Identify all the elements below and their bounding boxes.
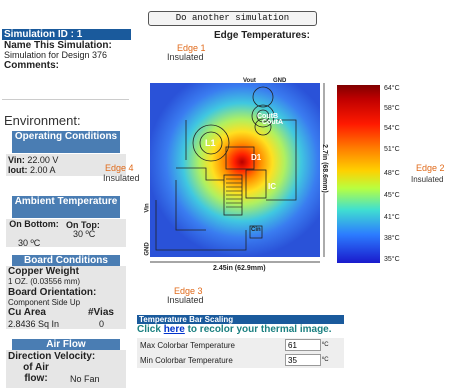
board-orientation-value: Component Side Up: [8, 298, 81, 307]
operating-conditions-header: Operating Conditions: [12, 131, 120, 153]
name-label: Name This Simulation:: [4, 40, 112, 51]
l1-label: L1: [205, 138, 216, 148]
inductor-l1: [192, 124, 230, 162]
colorbar-tick: 64°C: [384, 85, 400, 92]
edge3-name: Edge 3: [174, 286, 203, 296]
colorbar-tick: 58°C: [384, 105, 400, 112]
edge3-value: Insulated: [167, 295, 204, 305]
min-colorbar-label: Min Colorbar Temperature: [140, 356, 233, 365]
diode-d1: [225, 146, 255, 170]
vias-value: 0: [99, 319, 105, 329]
capacitor-coutb-inner: [256, 109, 270, 123]
edge2-name: Edge 2: [416, 163, 445, 173]
d1-label: D1: [251, 153, 262, 162]
iout-value: 2.00 A: [30, 165, 56, 175]
trace-4: [266, 119, 297, 201]
capacitor-cin: [249, 225, 263, 239]
vin-value: 22.00 V: [27, 155, 59, 165]
air-flow-value: No Fan: [70, 374, 100, 384]
chip-ic: [245, 169, 267, 199]
inductor-l1-inner: [199, 131, 223, 155]
recolor-instruction: Click here to recolor your thermal image…: [137, 324, 332, 335]
simulation-id-header: Simulation ID : 1: [2, 29, 131, 40]
dimension-vertical-label: 2.7in (68.6mm): [320, 144, 328, 193]
name-value: Simulation for Design 376: [4, 50, 108, 60]
ic-label: IC: [268, 182, 276, 191]
vias-label: #Vias: [88, 307, 114, 318]
colorbar-tick: 41°C: [384, 214, 400, 221]
edge1-name: Edge 1: [177, 43, 206, 53]
edge4-value: Insulated: [103, 173, 140, 183]
vout-label: Vout: [243, 78, 256, 84]
colorbar-tick: 51°C: [384, 146, 400, 153]
environment-title: Environment:: [4, 113, 81, 128]
direction-velocity-label: Direction Velocity:: [8, 351, 96, 362]
simulation-info: Name This Simulation: Simulation for Des…: [4, 40, 128, 71]
gnd-top-label: GND: [273, 78, 287, 84]
couta-label: CoutA: [262, 119, 283, 126]
max-colorbar-label: Max Colorbar Temperature: [140, 341, 236, 350]
trace-2: [175, 180, 206, 231]
min-colorbar-row: Min Colorbar Temperature ºC: [137, 353, 344, 368]
min-colorbar-unit: ºC: [322, 357, 329, 363]
board-orientation-label: Board Orientation:: [8, 287, 97, 298]
comments-label: Comments:: [4, 60, 60, 71]
divider: [2, 99, 129, 100]
cu-area-label: Cu Area: [8, 307, 46, 318]
vin-board-label: Vin: [144, 203, 151, 213]
on-bottom-label: On Bottom:: [9, 219, 59, 229]
trace-1: [176, 167, 224, 181]
board-heatmap: [150, 83, 320, 257]
temperature-bar-scaling-header: Temperature Bar Scaling: [137, 315, 344, 324]
air-flow-panel: Direction Velocity: of Air flow: No Fan: [6, 350, 126, 388]
copper-weight-label: Copper Weight: [8, 266, 79, 277]
edge-temperatures-title: Edge Temperatures:: [214, 30, 310, 41]
recolor-rest-text: to recolor your thermal image.: [184, 324, 332, 335]
colorbar-tick: 35°C: [384, 256, 400, 263]
of-air-flow-label: of Air flow:: [23, 362, 49, 384]
gnd-left-label: GND: [144, 242, 151, 256]
board-conditions-panel: Copper Weight 1 OZ. (0.03556 mm) Board O…: [6, 266, 126, 329]
capacitor-vout: [252, 86, 274, 108]
coutb-label: CoutB: [257, 113, 278, 120]
colorbar-tick: 38°C: [384, 235, 400, 242]
colorbar-tick: 45°C: [384, 192, 400, 199]
dimension-horizontal-label: 2.45in (62.9mm): [213, 265, 266, 272]
air-flow-header: Air Flow: [12, 339, 120, 350]
on-top-label: On Top:: [66, 220, 100, 230]
max-colorbar-unit: ºC: [322, 342, 329, 348]
copper-weight-value: 1 OZ. (0.03556 mm): [8, 277, 81, 286]
max-colorbar-input[interactable]: [285, 339, 321, 351]
max-colorbar-row: Max Colorbar Temperature ºC: [137, 338, 344, 353]
trace-3: [155, 200, 247, 251]
edge1-value: Insulated: [167, 52, 204, 62]
min-colorbar-input[interactable]: [285, 354, 321, 366]
colorbar-tick: 54°C: [384, 125, 400, 132]
recolor-click-text: Click: [137, 324, 164, 335]
ambient-temperature-panel: On Bottom: On Top: 30 ºC 30 ºC: [6, 219, 126, 248]
ambient-bottom-value: 30 ºC: [18, 238, 41, 248]
temperature-colorbar: [337, 85, 380, 263]
colorbar-tick: 48°C: [384, 170, 400, 177]
capacitor-coutb: [251, 104, 275, 128]
thermal-board-image: [150, 83, 325, 263]
iout-label: Iout:: [8, 165, 28, 175]
operating-conditions-panel: Vin: 22.00 V Iout: 2.00 A: [6, 154, 126, 176]
cu-area-value: 2.8436 Sq In: [8, 319, 60, 329]
cin-label: Cin: [251, 227, 261, 233]
ambient-temperature-header: Ambient Temperature: [12, 196, 120, 218]
ambient-top-value: 30 ºC: [73, 229, 96, 239]
vin-label: Vin:: [8, 155, 25, 165]
do-another-simulation-button[interactable]: Do another simulation: [148, 11, 317, 26]
recolor-here-link[interactable]: here: [163, 324, 185, 335]
edge2-value: Insulated: [411, 175, 444, 184]
board-conditions-header: Board Conditions: [12, 255, 120, 266]
capacitor-couta: [254, 118, 272, 136]
edge4-name: Edge 4: [105, 163, 134, 173]
